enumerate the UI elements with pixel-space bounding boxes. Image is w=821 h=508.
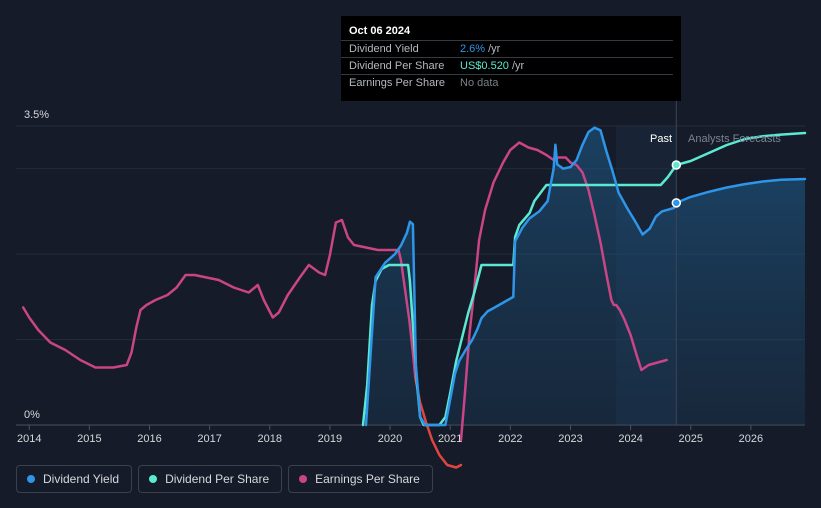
tooltip-unit: /yr xyxy=(488,43,501,55)
x-tick-label: 2025 xyxy=(678,433,702,445)
past-label: Past xyxy=(650,133,672,145)
tooltip-row-dividend-per-share: Dividend Per Share US$0.520/yr xyxy=(341,57,673,75)
legend-label: Dividend Yield xyxy=(43,472,120,486)
x-axis-ticks: 2014 2015 2016 2017 2018 2019 2020 2021 2022 2023… xyxy=(17,425,763,445)
x-tick-label: 2017 xyxy=(197,433,221,445)
x-tick-label: 2026 xyxy=(739,433,763,445)
dps-marker xyxy=(671,160,682,170)
tooltip-date: Oct 06 2024 xyxy=(349,25,411,37)
tooltip-value: 2.6%/yr xyxy=(460,43,500,55)
legend-dot-icon xyxy=(27,475,35,483)
series-areas xyxy=(366,127,805,425)
x-tick-label: 2021 xyxy=(438,433,462,445)
series-line-dps_forecast xyxy=(675,131,807,167)
series-markers xyxy=(671,160,682,208)
tooltip-value: US$0.520/yr xyxy=(460,60,524,72)
x-tick-label: 2019 xyxy=(318,433,342,445)
forecast-label: Analysts Forecasts xyxy=(688,133,781,145)
x-tick-label: 2014 xyxy=(17,433,41,445)
x-tick-label: 2022 xyxy=(498,433,522,445)
tooltip-value-text: US$0.520 xyxy=(460,60,509,72)
chart-tooltip: Oct 06 2024 Dividend Yield 2.6%/yr Divid… xyxy=(341,16,681,101)
legend-label: Dividend Per Share xyxy=(165,472,270,486)
legend-item-earnings-per-share[interactable]: Earnings Per Share xyxy=(288,465,433,493)
tooltip-row-earnings-per-share: Earnings Per Share No data xyxy=(341,74,673,92)
tooltip-value: No data xyxy=(460,77,502,89)
tooltip-unit: /yr xyxy=(511,60,525,72)
series-line-eps_negative xyxy=(414,376,463,469)
tooltip-label: Earnings Per Share xyxy=(349,77,445,89)
series-area-yield xyxy=(366,127,677,425)
legend-item-dividend-per-share[interactable]: Dividend Per Share xyxy=(138,465,283,493)
tooltip-label: Dividend Yield xyxy=(349,43,419,55)
series-line-yield xyxy=(364,126,678,427)
x-tick-label: 2018 xyxy=(258,433,282,445)
legend-dot-icon xyxy=(149,475,158,483)
series-line-eps xyxy=(21,218,417,379)
legend-label: Earnings Per Share xyxy=(315,472,420,486)
series-area-yield_forecast xyxy=(676,179,805,425)
series-line-eps xyxy=(459,141,668,442)
legend-item-dividend-yield[interactable]: Dividend Yield xyxy=(16,465,133,493)
y-axis-label-top: 3.5% xyxy=(24,109,49,121)
series-line-yield_forecast xyxy=(675,177,807,205)
chart-legend: Dividend Yield Dividend Per Share Earnin… xyxy=(16,465,433,493)
series-line-dps xyxy=(361,163,678,427)
x-tick-label: 2015 xyxy=(77,433,101,445)
tooltip-value-text: 2.6% xyxy=(460,43,486,55)
legend-dot-icon xyxy=(299,475,308,483)
x-tick-label: 2023 xyxy=(558,433,582,445)
tooltip-value-text: No data xyxy=(460,77,499,89)
x-tick-label: 2016 xyxy=(137,433,161,445)
x-tick-label: 2020 xyxy=(378,433,402,445)
tooltip-label: Dividend Per Share xyxy=(349,60,445,72)
yield-marker xyxy=(671,198,682,208)
tooltip-row-dividend-yield: Dividend Yield 2.6%/yr xyxy=(341,40,673,58)
series-lines xyxy=(21,126,807,469)
x-tick-label: 2024 xyxy=(618,433,642,445)
y-axis-label-bottom: 0% xyxy=(24,409,40,421)
